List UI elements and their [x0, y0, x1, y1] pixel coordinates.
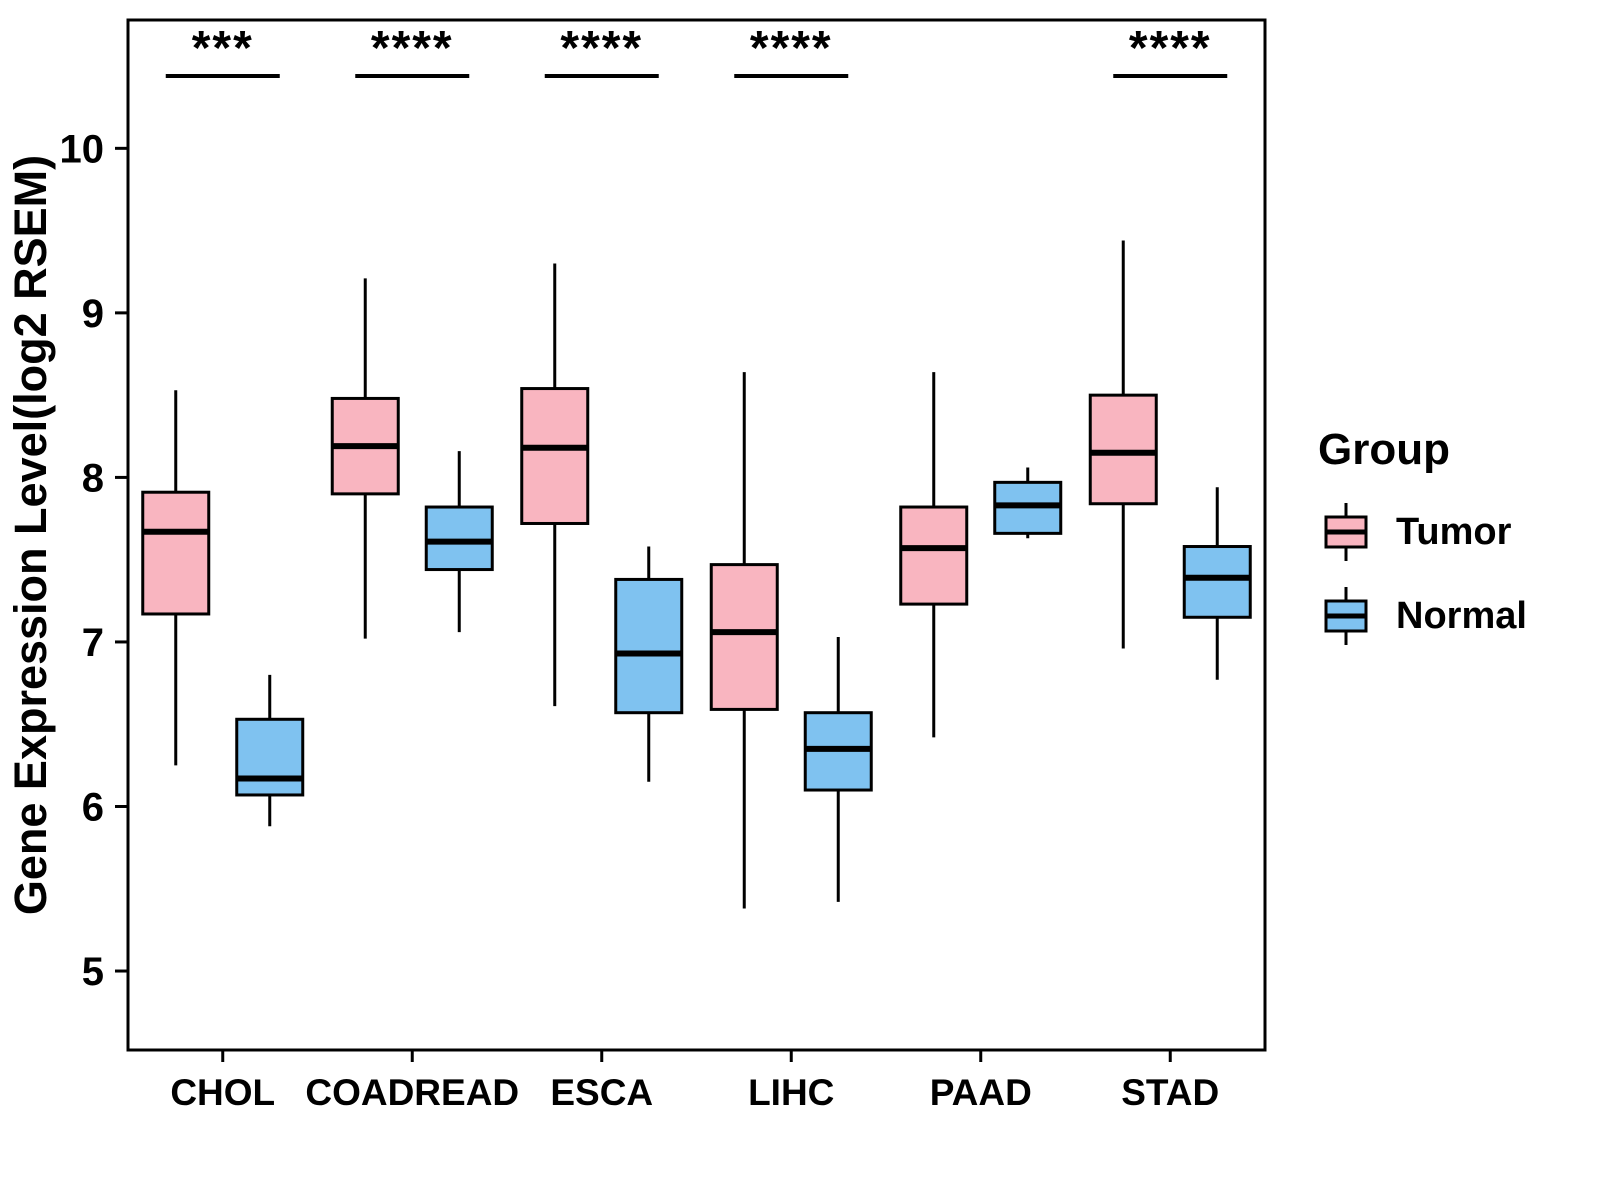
- box-tumor-paad: [899, 505, 969, 606]
- box-normal-esca: [614, 577, 684, 715]
- y-axis-title: Gene Expression Level(log2 RSEM): [5, 155, 56, 915]
- y-tick-label: 5: [82, 950, 104, 994]
- box-normal-coadread: [424, 505, 494, 572]
- y-tick-label: 10: [60, 127, 105, 171]
- y-tick-label: 6: [82, 785, 104, 829]
- legend: Group Tumor Normal: [1318, 425, 1527, 649]
- normal-boxplot-key-icon: [1324, 587, 1368, 645]
- box-normal-chol: [235, 717, 305, 797]
- significance-stars: ****: [1129, 22, 1212, 75]
- box-tumor-lihc: [709, 563, 779, 711]
- legend-item-normal: Normal: [1318, 583, 1527, 649]
- tumor-boxplot-key-icon: [1324, 503, 1368, 561]
- x-tick-label: COADREAD: [305, 1072, 519, 1113]
- legend-label-tumor: Tumor: [1396, 510, 1512, 553]
- significance-stars: ****: [750, 22, 833, 75]
- x-tick-label: LIHC: [748, 1072, 834, 1113]
- y-tick-label: 7: [82, 621, 104, 665]
- x-tick-label: STAD: [1121, 1072, 1219, 1113]
- box-tumor-stad: [1088, 393, 1158, 506]
- significance-stars: ***: [192, 22, 254, 75]
- box-tumor-chol: [141, 490, 211, 616]
- box-normal-stad: [1182, 545, 1252, 619]
- significance-stars: ****: [371, 22, 454, 75]
- panel-border: [126, 18, 1267, 1052]
- x-tick-label: CHOL: [170, 1072, 275, 1113]
- x-tick-label: PAAD: [930, 1072, 1032, 1113]
- legend-title: Group: [1318, 425, 1450, 474]
- x-tick-label: ESCA: [550, 1072, 653, 1113]
- legend-label-normal: Normal: [1396, 594, 1527, 637]
- y-tick-label: 8: [82, 456, 104, 500]
- box-tumor-esca: [520, 387, 590, 525]
- y-tick-label: 9: [82, 292, 104, 336]
- legend-item-tumor: Tumor: [1318, 499, 1527, 565]
- significance-stars: ****: [560, 22, 643, 75]
